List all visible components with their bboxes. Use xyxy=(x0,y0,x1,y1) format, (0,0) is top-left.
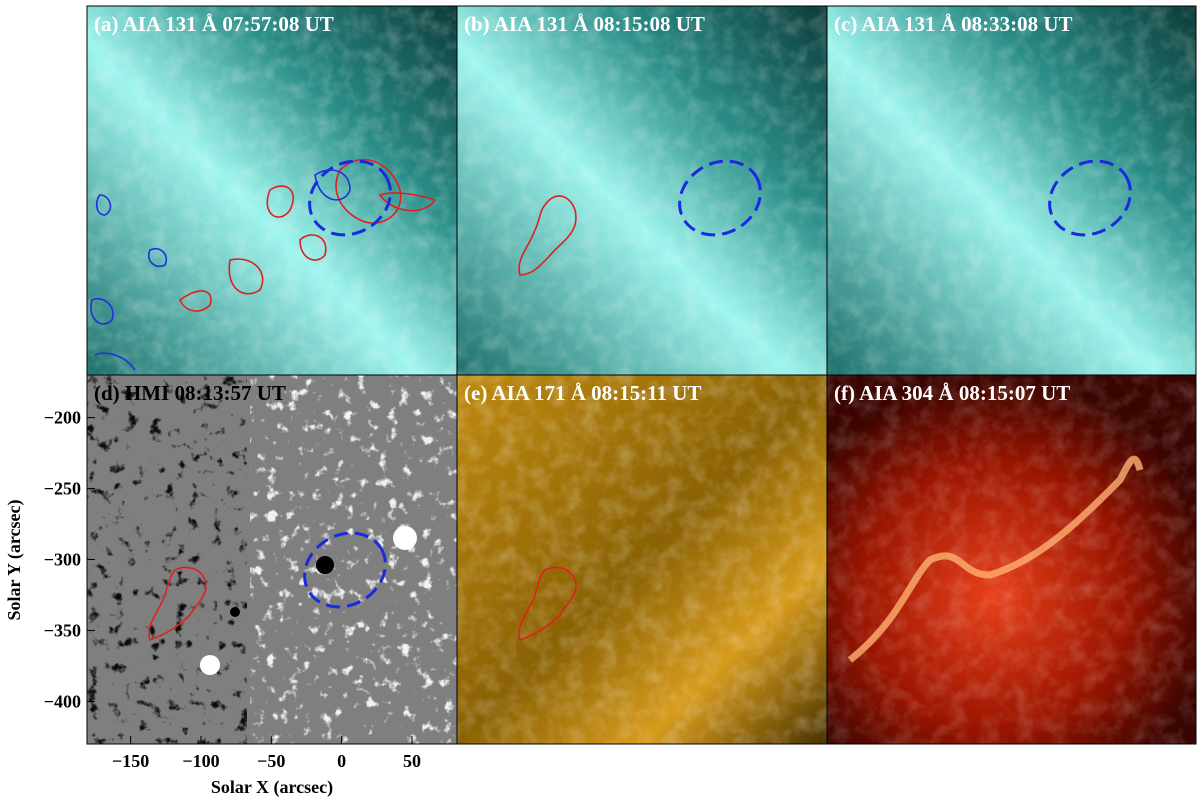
panel-c-image xyxy=(827,6,1196,375)
x-tick-label: −100 xyxy=(182,751,219,771)
x-axis-label: Solar X (arcsec) xyxy=(211,777,333,798)
x-tick-label: −150 xyxy=(112,751,149,771)
y-tick-label: −250 xyxy=(44,479,81,499)
y-tick-label: −400 xyxy=(44,691,81,711)
y-tick-label: −350 xyxy=(44,620,81,640)
panel-e-image xyxy=(457,375,827,744)
y-tick-label: −300 xyxy=(44,550,81,570)
panel-title: (c) AIA 131 Å 08:33:08 UT xyxy=(834,12,1073,36)
y-axis-label: Solar Y (arcsec) xyxy=(4,500,25,621)
panel-title: (d) HMI 08:13:57 UT xyxy=(94,381,286,405)
x-tick-label: −50 xyxy=(257,751,285,771)
panel-title: (b) AIA 131 Å 08:15:08 UT xyxy=(464,12,705,36)
panel-title: (f) AIA 304 Å 08:15:07 UT xyxy=(834,381,1070,405)
panel-d-image xyxy=(87,375,457,744)
x-tick-label: 0 xyxy=(337,751,346,771)
panel-f-image xyxy=(827,375,1196,744)
x-tick-label: 50 xyxy=(403,751,421,771)
panel-b-image xyxy=(457,6,827,375)
y-tick-label: −200 xyxy=(44,408,81,428)
panel-title: (a) AIA 131 Å 07:57:08 UT xyxy=(94,12,334,36)
panel-a-image xyxy=(87,6,457,375)
panel-frames xyxy=(86,5,1197,745)
panel-title: (e) AIA 171 Å 08:15:11 UT xyxy=(464,381,701,405)
